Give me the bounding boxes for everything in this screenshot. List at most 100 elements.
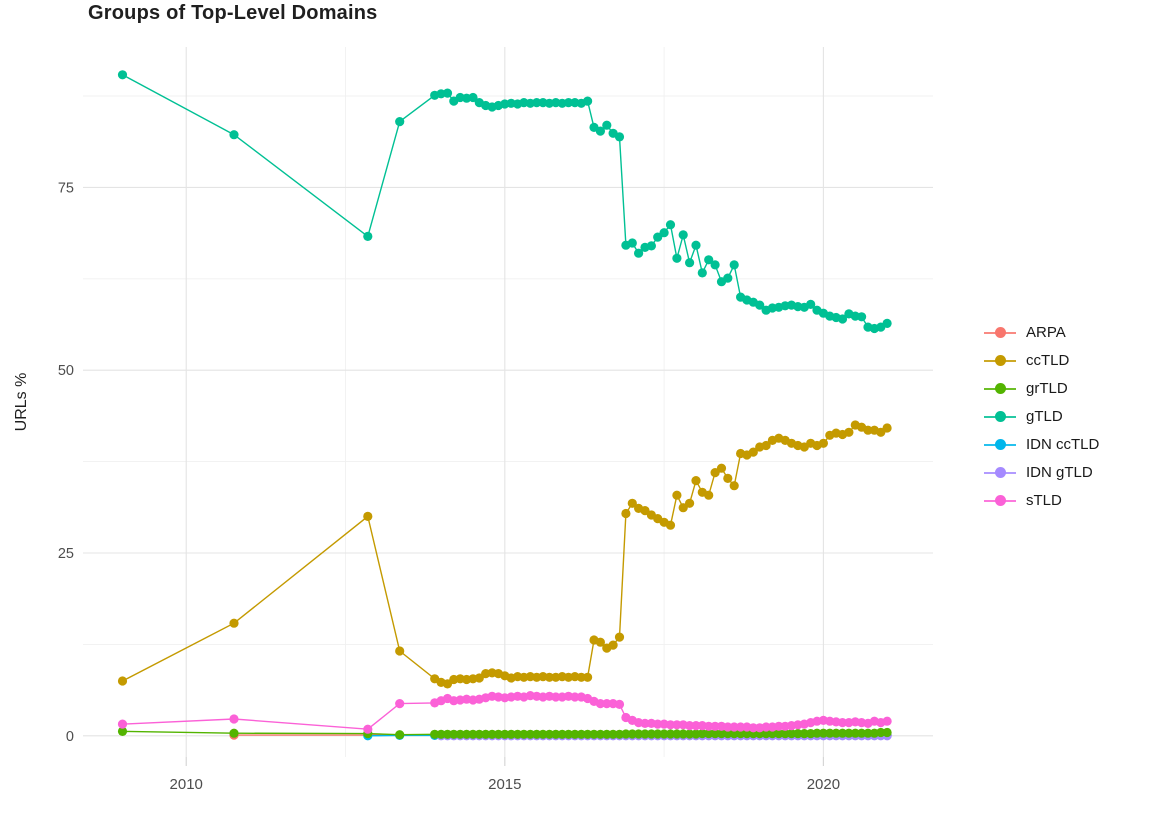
data-point xyxy=(646,729,657,739)
data-point xyxy=(672,720,682,730)
data-point xyxy=(532,729,542,739)
data-point xyxy=(363,511,373,521)
legend-item-stld: sTLD xyxy=(984,490,1099,511)
legend-item-label: gTLD xyxy=(1026,408,1063,425)
data-point xyxy=(117,676,128,686)
data-point xyxy=(723,722,733,732)
data-point xyxy=(563,729,574,739)
data-point xyxy=(551,729,561,739)
data-point xyxy=(723,273,733,283)
data-point xyxy=(882,727,892,738)
data-point xyxy=(595,637,606,647)
legend-item-cctld: ccTLD xyxy=(984,350,1099,371)
legend-key-icon xyxy=(984,323,1016,343)
data-point xyxy=(462,729,472,739)
data-point xyxy=(678,729,688,739)
series-gtld xyxy=(117,70,892,334)
data-point xyxy=(653,729,663,739)
data-point xyxy=(882,716,892,726)
data-point xyxy=(685,258,695,268)
data-point xyxy=(736,722,746,732)
data-point xyxy=(710,468,720,478)
data-point xyxy=(704,490,714,500)
legend-key-icon xyxy=(984,351,1016,371)
data-point xyxy=(710,260,720,270)
legend-item-label: IDN ccTLD xyxy=(1026,436,1100,453)
data-point xyxy=(755,300,765,310)
data-point xyxy=(395,646,405,656)
data-point xyxy=(363,231,373,241)
data-point xyxy=(716,729,727,739)
data-point xyxy=(570,692,580,702)
legend-item-label: sTLD xyxy=(1026,492,1062,509)
data-point xyxy=(780,729,790,739)
y-tick-label: 75 xyxy=(58,180,74,196)
data-point xyxy=(563,98,574,108)
data-point xyxy=(882,318,892,328)
data-point xyxy=(513,729,523,739)
data-point xyxy=(729,722,739,732)
data-point xyxy=(761,440,771,451)
data-point xyxy=(691,721,701,731)
legend: ARPA ccTLD grTLD gTLD IDN ccTLD IDN gTLD sTLD xyxy=(984,322,1099,518)
data-point xyxy=(767,729,778,739)
data-point xyxy=(857,312,867,322)
data-point xyxy=(818,438,829,448)
data-point xyxy=(704,721,714,731)
data-point xyxy=(831,728,841,738)
legend-key-icon xyxy=(984,491,1016,511)
data-point xyxy=(761,722,771,732)
data-point xyxy=(487,729,497,739)
data-point xyxy=(229,618,239,628)
axis-labels: 0 25 50 75 2010 2015 2020 xyxy=(58,180,840,793)
data-point xyxy=(640,506,650,516)
data-point xyxy=(799,729,809,739)
series-grtld xyxy=(117,726,892,740)
data-point xyxy=(608,640,618,650)
data-point xyxy=(506,729,516,739)
legend-item-label: ARPA xyxy=(1026,324,1066,341)
data-point xyxy=(837,314,848,324)
chart-title: Groups of Top-Level Domains xyxy=(88,2,378,24)
x-tick-label: 2015 xyxy=(488,776,521,793)
data-point xyxy=(691,476,701,486)
data-point xyxy=(761,729,771,739)
data-point xyxy=(704,729,714,739)
data-point xyxy=(474,729,484,739)
data-point xyxy=(474,673,484,683)
data-point xyxy=(723,473,733,483)
data-point xyxy=(748,723,758,733)
data-point xyxy=(538,729,548,739)
legend-item-gtld: gTLD xyxy=(984,406,1099,427)
legend-item-label: ccTLD xyxy=(1026,352,1070,369)
data-point xyxy=(672,729,682,739)
legend-item-idn-cctld: IDN ccTLD xyxy=(984,434,1099,455)
data-point xyxy=(685,498,695,508)
series-stld xyxy=(117,691,892,734)
data-point xyxy=(525,729,535,739)
x-tick-label: 2010 xyxy=(170,776,203,793)
data-point xyxy=(430,729,440,739)
series-cctld xyxy=(117,420,892,689)
data-point xyxy=(481,729,491,739)
data-point xyxy=(844,728,854,738)
data-point xyxy=(602,729,612,739)
data-point xyxy=(812,728,822,738)
data-point xyxy=(697,729,707,739)
data-point xyxy=(544,729,555,739)
data-point xyxy=(589,729,599,739)
data-point xyxy=(229,714,239,724)
data-point xyxy=(614,699,625,710)
data-point xyxy=(532,98,542,108)
data-point xyxy=(621,508,631,519)
data-point xyxy=(229,728,239,738)
data-point xyxy=(742,729,752,739)
data-point xyxy=(710,729,720,739)
data-point xyxy=(229,130,239,140)
data-point xyxy=(729,729,739,739)
data-point xyxy=(876,727,886,738)
data-point xyxy=(653,719,663,729)
legend-item-idn-gtld: IDN gTLD xyxy=(984,462,1099,483)
x-axis-ticks xyxy=(185,757,825,766)
data-point xyxy=(850,728,860,738)
